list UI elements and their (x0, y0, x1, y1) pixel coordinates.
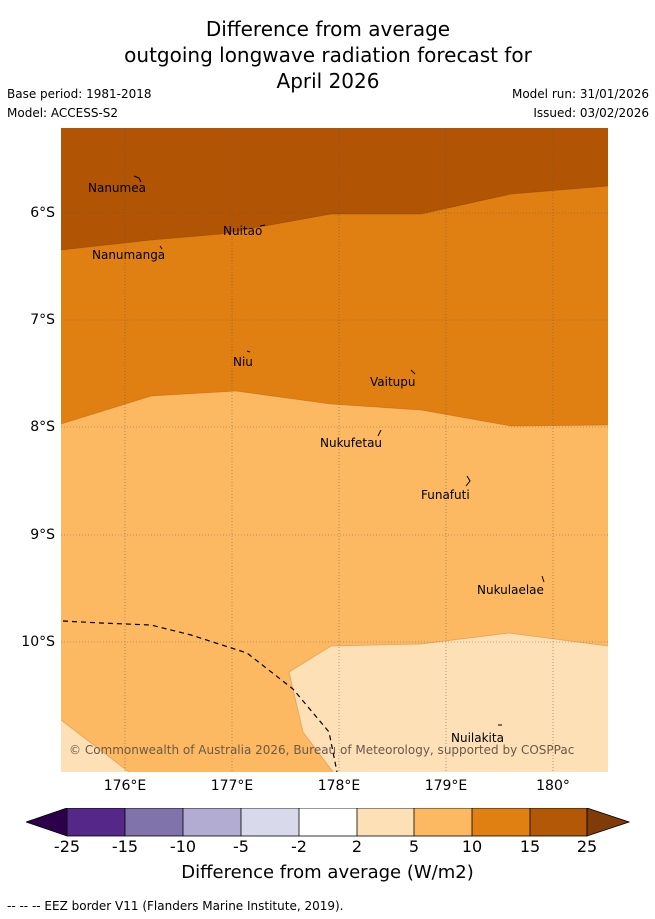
colorbar (24, 807, 631, 842)
contour-5 (288, 632, 608, 673)
lon-label: 177°E (210, 778, 254, 794)
place-label: Nukulaelae (477, 583, 544, 597)
graticule (61, 128, 608, 772)
colorbar-swatch (183, 808, 241, 836)
colorbar-tick: 2 (351, 837, 363, 856)
place-label: Nuilakita (451, 731, 504, 745)
colorbar-tick: 25 (576, 837, 598, 856)
colorbar-extend-low (24, 807, 68, 837)
colorbar-title: Difference from average (W/m2) (181, 862, 474, 883)
colorbar-swatch (472, 808, 530, 836)
lat-label: 10°S (21, 634, 55, 650)
lon-label: 176°E (103, 778, 147, 794)
colorbar-tick: 10 (461, 837, 483, 856)
title-line-1: Difference from average (205, 17, 451, 41)
colorbar-swatch (357, 808, 414, 836)
place-label: Nanumea (88, 181, 146, 195)
lat-label: 9°S (30, 527, 55, 543)
place-label: Nukufetau (320, 436, 382, 450)
title-line-2: outgoing longwave radiation forecast for (124, 43, 532, 67)
map-title: Difference from average outgoing longwav… (0, 16, 655, 94)
colorbar-swatch (414, 808, 472, 836)
contour-5-west (288, 671, 334, 772)
colorbar-svg (24, 807, 631, 837)
colorbar-swatch (299, 808, 357, 836)
base-period: Base period: 1981-2018 (7, 87, 152, 101)
colorbar-swatch (530, 808, 587, 836)
island-outlines (133, 175, 545, 726)
lon-label: 180° (536, 778, 570, 794)
region-2-to-5 (289, 633, 608, 772)
footer-note: -- -- -- EEZ border V11 (Flanders Marine… (7, 899, 344, 913)
contour-15 (61, 185, 608, 251)
colorbar-swatch (241, 808, 299, 836)
lon-label: 178°E (317, 778, 361, 794)
model-name: Model: ACCESS-S2 (7, 106, 119, 120)
model-run: Model run: 31/01/2026 (511, 87, 649, 101)
place-label: Nanumanga (92, 248, 165, 262)
contour-5-corner (61, 719, 130, 772)
lat-label: 7°S (30, 312, 55, 328)
place-label: Nuitao (223, 224, 262, 238)
lat-label: 8°S (30, 419, 55, 435)
colorbar-tick: -5 (233, 837, 249, 856)
title-line-3: April 2026 (276, 69, 380, 93)
copyright-notice: © Commonwealth of Australia 2026, Bureau… (69, 743, 574, 757)
colorbar-extend-high (586, 807, 631, 837)
region-above-15 (61, 128, 608, 250)
map-panel[interactable]: Nanumea Nuitao Nanumanga Niu Vaitupu Nuk… (61, 128, 608, 772)
colorbar-tick: -2 (291, 837, 307, 856)
colorbar-tick: 15 (519, 837, 541, 856)
map-svg: Nanumea Nuitao Nanumanga Niu Vaitupu Nuk… (61, 128, 608, 772)
lon-label: 179°E (424, 778, 468, 794)
issued-date: Issued: 03/02/2026 (533, 106, 649, 120)
eez-border (62, 620, 338, 772)
colorbar-tick: -15 (111, 837, 139, 856)
colorbar-swatch (125, 808, 183, 836)
place-label: Vaitupu (370, 375, 416, 389)
lat-label: 6°S (30, 205, 55, 221)
colorbar-tick: -25 (53, 837, 81, 856)
colorbar-swatch (67, 808, 125, 836)
colorbar-tick: -10 (169, 837, 197, 856)
contour-10 (61, 390, 608, 427)
place-label: Funafuti (421, 488, 470, 502)
colorbar-tick: 5 (408, 837, 420, 856)
place-label: Niu (233, 355, 253, 369)
